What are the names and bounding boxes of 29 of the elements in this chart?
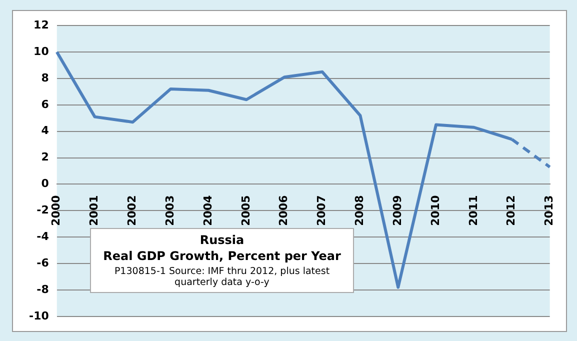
x-tick-label: 2010: [428, 194, 442, 226]
annotation: P130815-1 Source: IMF thru 2012, plus latest quarterly data y-o-y: [113, 266, 331, 288]
x-tick-label: 2012: [504, 195, 518, 226]
x-tick-label: 2008: [353, 195, 366, 226]
y-tick-label: -6: [36, 256, 50, 270]
x-tick-label: 2003: [163, 195, 176, 226]
y-tick-label: 12: [34, 18, 49, 32]
x-tick-label: 2000: [50, 194, 63, 226]
y-tick-label: 8: [41, 71, 49, 84]
y-tick-label: 2: [41, 150, 49, 164]
y-tick-label: 6: [41, 98, 50, 111]
x-tick-label: 2007: [315, 195, 328, 226]
y-tick-label: 0: [41, 177, 50, 190]
text: Real GDP Growth, Percent per Year: [102, 249, 342, 263]
x-tick-label: 2001: [88, 195, 101, 226]
x-tick-label: 2006: [277, 194, 290, 226]
y-tick-label: -8: [36, 282, 49, 296]
y-tick-label: -10: [29, 309, 50, 322]
x-tick-label: 2002: [126, 195, 139, 226]
x-tick-label: 2009: [390, 195, 404, 226]
x-tick-label: 2011: [466, 195, 480, 226]
y-tick-label: 4: [41, 124, 50, 138]
y-tick-label: 10: [34, 44, 50, 58]
x-tick-label: 2004: [201, 194, 214, 226]
x-tick-label: 2005: [239, 195, 252, 226]
y-tick-label: -2: [36, 204, 49, 217]
x-tick-label: 2013: [542, 195, 556, 226]
text: Russia: [198, 233, 246, 247]
y-tick-label: -4: [36, 230, 50, 243]
